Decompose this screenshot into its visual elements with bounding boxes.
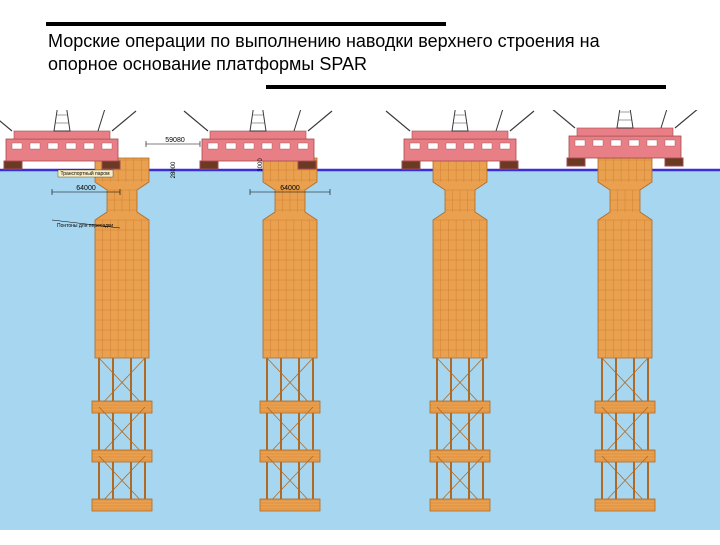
svg-text:64000: 64000: [280, 185, 300, 192]
svg-text:28000: 28000: [171, 161, 177, 178]
svg-text:59080: 59080: [165, 137, 185, 144]
svg-text:Понтоны для пересадки: Понтоны для пересадки: [57, 223, 113, 229]
svg-text:3000: 3000: [258, 158, 264, 172]
svg-text:64000: 64000: [76, 185, 96, 192]
svg-text:Транспортный паром: Транспортный паром: [60, 170, 110, 177]
page-title: Морские операции по выполнению наводки в…: [46, 26, 674, 79]
diagram-canvas: 59080 64000 28000 3000 64000 Транспортный пар…: [0, 110, 720, 540]
rule-bottom: [266, 85, 666, 89]
title-block: Морские операции по выполнению наводки в…: [46, 22, 674, 89]
